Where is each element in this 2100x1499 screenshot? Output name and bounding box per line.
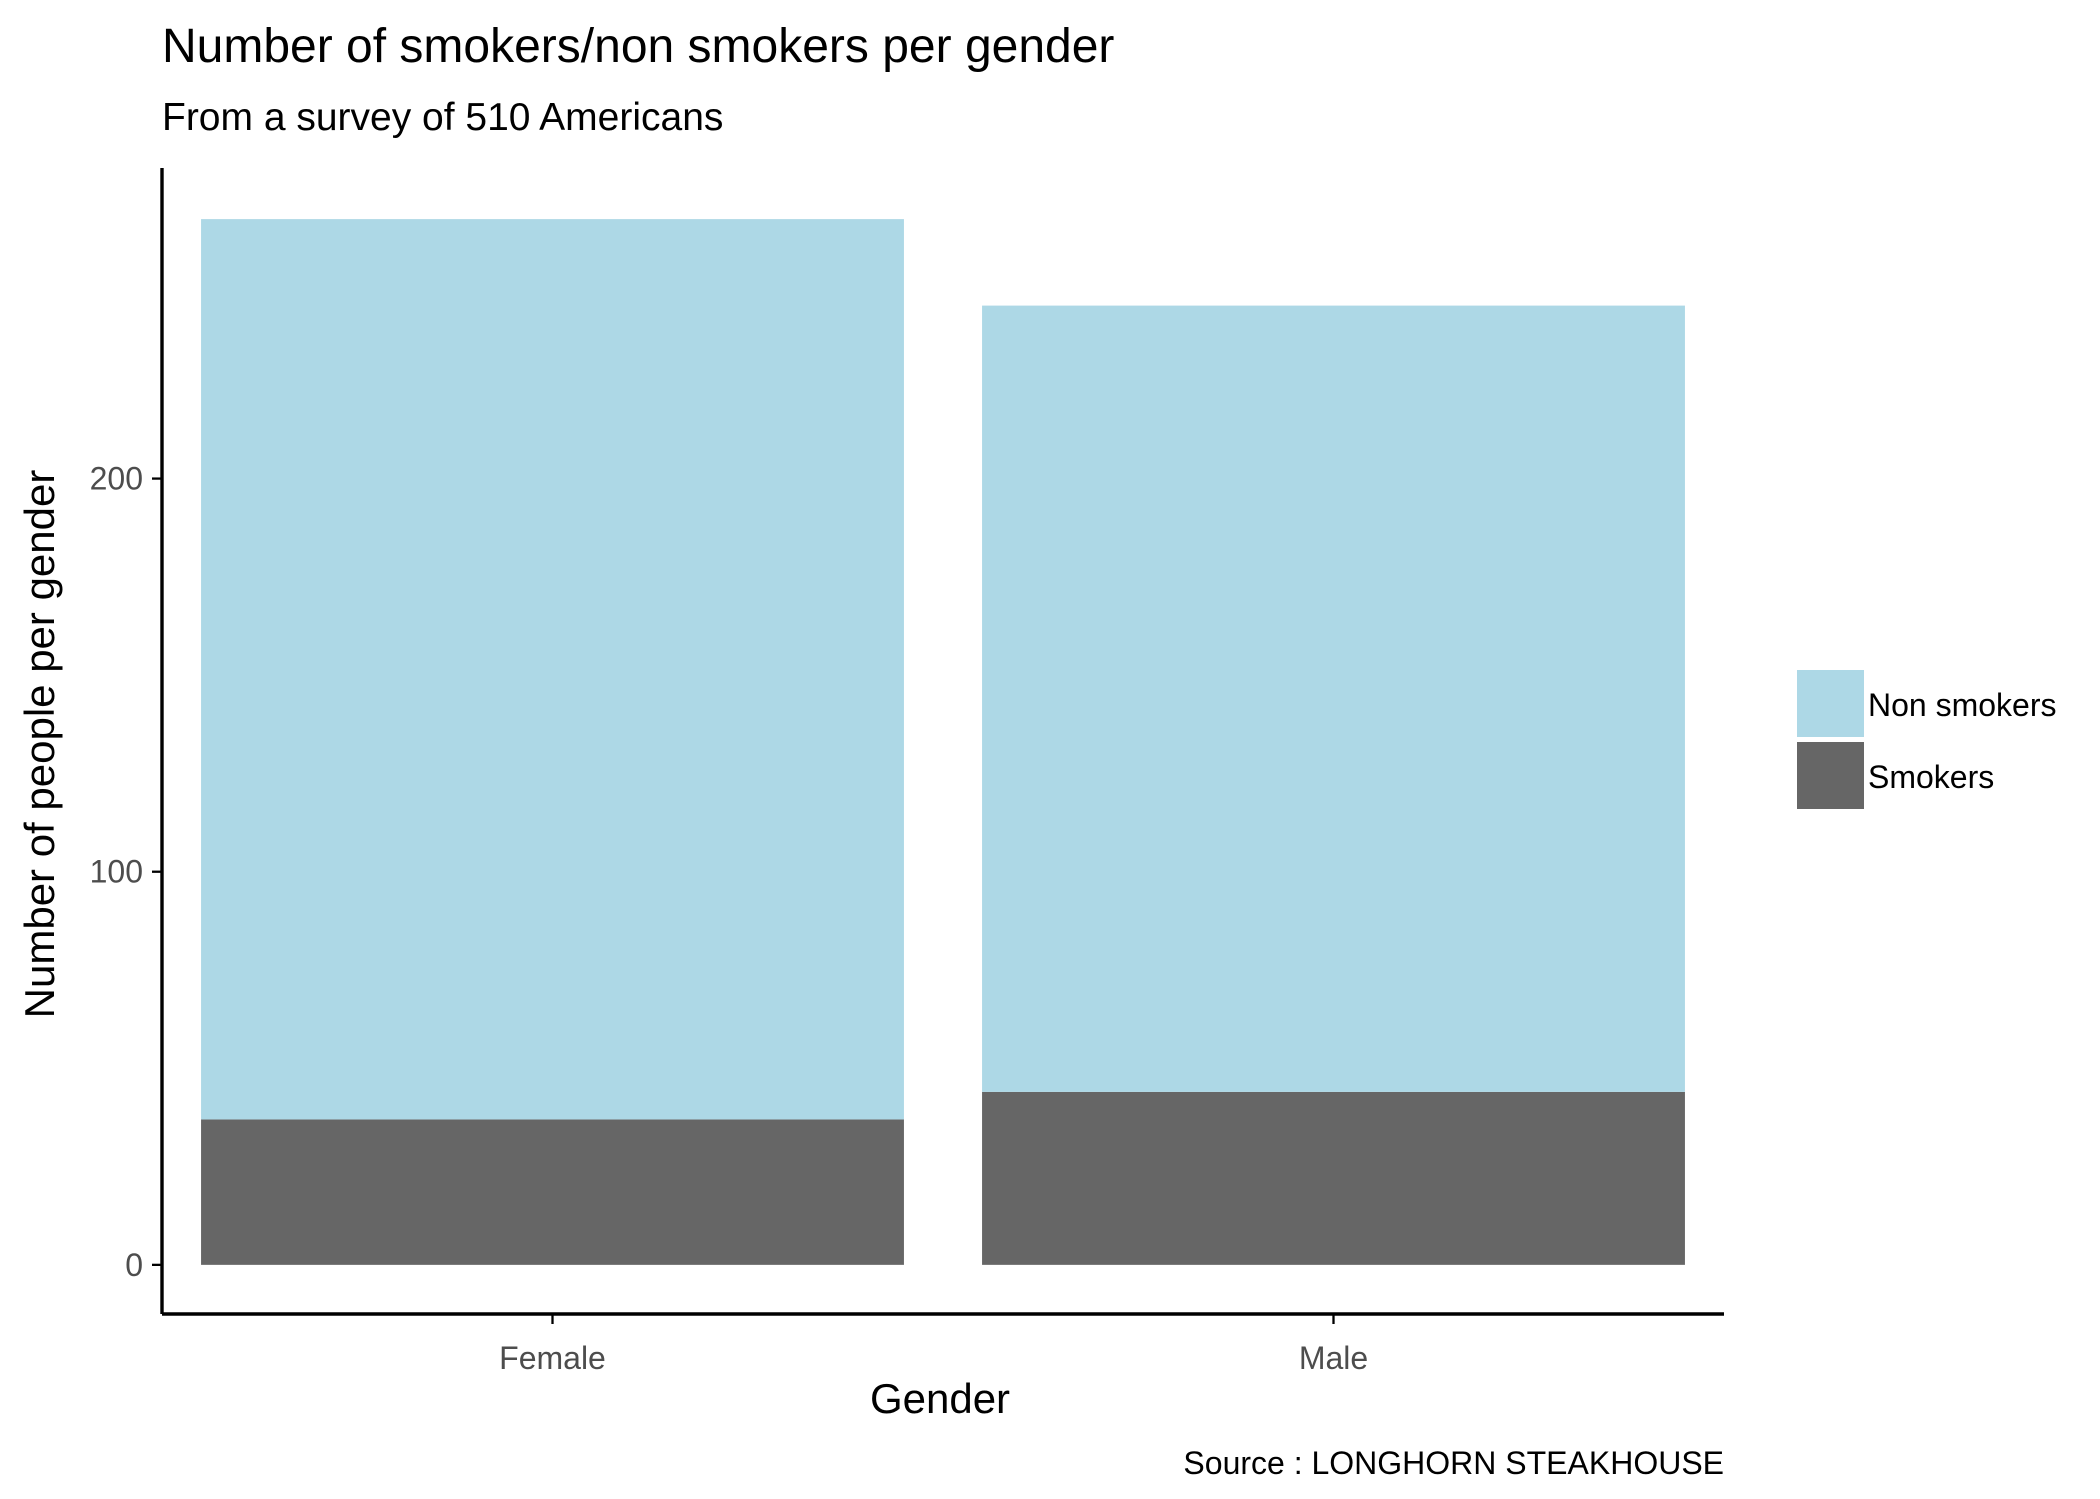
x-axis: Female Male xyxy=(162,1312,1724,1376)
y-axis: 0 100 200 xyxy=(90,168,164,1314)
legend-swatch-non-smokers xyxy=(1797,670,1864,737)
x-axis-title: Gender xyxy=(870,1375,1010,1422)
y-tick-label: 200 xyxy=(90,461,143,497)
chart-subtitle: From a survey of 510 Americans xyxy=(162,96,723,139)
y-tick-label: 100 xyxy=(90,854,143,890)
legend-label-smokers: Smokers xyxy=(1868,759,1994,795)
chart-caption: Source : LONGHORN STEAKHOUSE xyxy=(1183,1445,1724,1481)
y-axis-title: Number of people per gender xyxy=(16,470,63,1019)
bar-female-non-smokers xyxy=(201,219,904,1120)
legend-swatch-smokers xyxy=(1797,742,1864,809)
x-tick-label-male: Male xyxy=(1299,1340,1368,1376)
bar-male-non-smokers xyxy=(982,305,1685,1092)
bars-layer xyxy=(201,219,1685,1265)
y-tick-label: 0 xyxy=(125,1247,143,1283)
bar-female-smokers xyxy=(201,1119,904,1265)
legend: Non smokers Smokers xyxy=(1797,670,2057,809)
chart-title: Number of smokers/non smokers per gender xyxy=(162,20,1114,73)
legend-label-non-smokers: Non smokers xyxy=(1868,687,2057,723)
x-tick-label-female: Female xyxy=(499,1340,606,1376)
bar-male-smokers xyxy=(982,1091,1685,1265)
